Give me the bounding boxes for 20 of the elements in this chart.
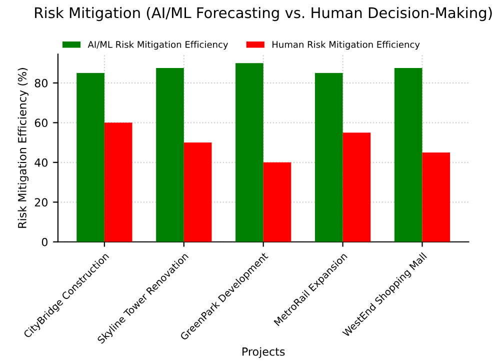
- bar: [76, 73, 104, 242]
- bar: [156, 68, 184, 242]
- y-axis-title: Risk Mitigation Efficiency (%): [18, 68, 29, 228]
- bar: [314, 73, 343, 242]
- bar: [342, 132, 371, 242]
- chart-title: Risk Mitigation (AI/ML Forecasting vs. Human Decision-Making): [35, 6, 492, 22]
- y-tick-label: 40: [34, 158, 48, 167]
- bar: [104, 122, 132, 242]
- y-tick-label: 60: [34, 118, 48, 128]
- bar: [422, 152, 450, 242]
- y-tick-label: 0: [42, 238, 48, 246]
- bar: [184, 142, 212, 242]
- bar: [236, 63, 264, 242]
- y-tick-label: 80: [34, 78, 48, 88]
- y-tick-label: 20: [34, 198, 48, 207]
- bar: [263, 162, 292, 242]
- bar: [394, 68, 422, 242]
- legend-label: AI/ML Risk Mitigation Efficiency: [88, 40, 228, 50]
- x-axis-title: Projects: [242, 347, 285, 358]
- legend-label: Human Risk Mitigation Efficiency: [272, 40, 420, 50]
